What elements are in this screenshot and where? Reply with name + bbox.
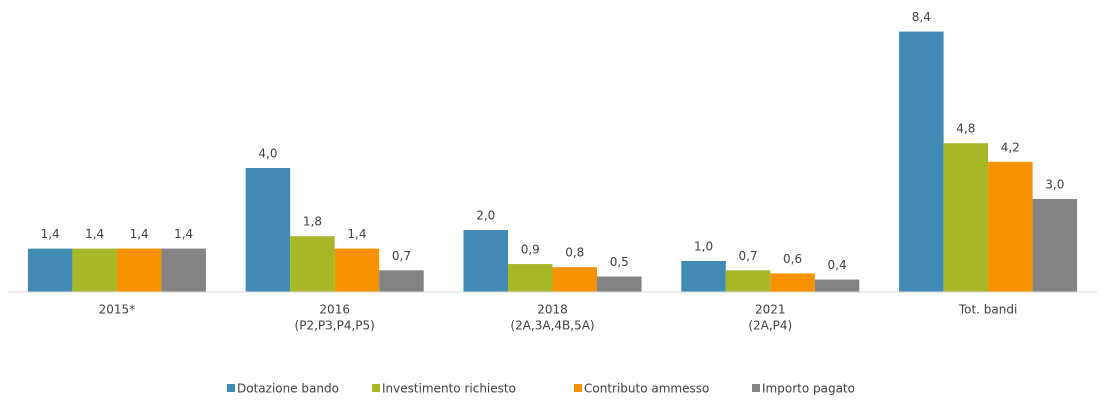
data-label: 0,8 <box>565 246 584 260</box>
data-label: 4,2 <box>1001 140 1020 154</box>
bar <box>290 236 335 292</box>
x-tick-label: 2021 <box>755 303 786 317</box>
bar <box>463 230 508 292</box>
bar <box>379 270 424 292</box>
data-label: 8,4 <box>912 10 931 24</box>
data-label: 1,0 <box>694 240 713 254</box>
bar <box>508 264 553 292</box>
bar <box>770 273 815 292</box>
bar <box>814 279 860 292</box>
bar <box>988 161 1033 292</box>
data-label: 0,5 <box>610 255 629 269</box>
data-label: 2,0 <box>476 209 495 223</box>
legend-label: Importo pagato <box>762 382 855 396</box>
bar <box>116 248 162 292</box>
data-label: 1,4 <box>174 227 193 241</box>
bar <box>161 248 206 292</box>
x-tick-label: (P2,P3,P4,P5) <box>295 319 375 333</box>
bar <box>552 267 597 292</box>
legend-label: Dotazione bando <box>237 382 339 396</box>
legend-swatch <box>752 384 760 392</box>
bar <box>245 168 291 292</box>
data-label: 1,8 <box>303 215 322 229</box>
bar <box>1032 199 1078 292</box>
data-label: 0,4 <box>828 258 847 272</box>
bar <box>943 143 989 292</box>
x-tick-label: 2016 <box>319 303 350 317</box>
data-label: 0,6 <box>783 252 802 266</box>
bar <box>899 31 944 292</box>
bar <box>72 248 117 292</box>
data-label: 0,7 <box>392 249 411 263</box>
data-label: 0,9 <box>521 243 540 257</box>
data-label: 3,0 <box>1045 178 1064 192</box>
x-tick-label: (2A,P4) <box>748 319 792 333</box>
data-label: 4,8 <box>956 122 975 136</box>
data-label: 1,4 <box>130 227 149 241</box>
bar <box>334 248 380 292</box>
data-label: 0,7 <box>739 249 758 263</box>
data-label: 4,0 <box>258 147 277 161</box>
data-label: 1,4 <box>41 227 60 241</box>
x-tick-label: 2018 <box>537 303 568 317</box>
x-tick-label: (2A,3A,4B,5A) <box>510 319 594 333</box>
data-label: 1,4 <box>347 227 366 241</box>
bar <box>725 270 771 292</box>
x-tick-label: Tot. bandi <box>958 303 1018 317</box>
legend-label: Contributo ammesso <box>584 382 709 396</box>
legend-swatch <box>574 384 582 392</box>
legend-swatch <box>227 384 235 392</box>
bar <box>27 248 73 292</box>
data-label: 1,4 <box>85 227 104 241</box>
legend-swatch <box>372 384 380 392</box>
x-tick-label: 2015* <box>99 303 136 317</box>
bar <box>597 276 642 292</box>
legend-label: Investimento richiesto <box>382 382 516 396</box>
bar <box>681 261 726 292</box>
